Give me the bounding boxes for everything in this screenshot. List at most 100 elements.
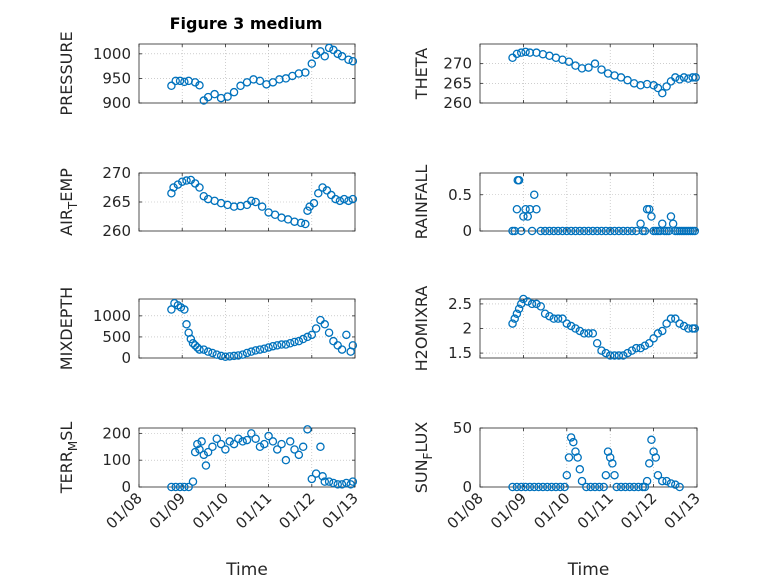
data-point <box>337 480 347 489</box>
data-point <box>320 52 330 61</box>
data-point <box>605 226 615 236</box>
data-point <box>175 76 185 86</box>
data-point <box>566 321 576 331</box>
data-point <box>647 435 656 445</box>
data-point <box>642 476 652 486</box>
y-axis-label-end: EMP <box>57 168 76 202</box>
y-axis-label-subscript: M <box>66 441 80 451</box>
data-point <box>337 52 347 61</box>
y-axis-label-main: RAINFALL <box>412 165 431 240</box>
data-point <box>514 304 524 314</box>
axes-box <box>138 298 356 359</box>
data-point <box>180 305 189 314</box>
data-point <box>290 337 299 347</box>
y-tick-label: 500 <box>102 328 131 346</box>
data-point <box>208 442 217 452</box>
data-point <box>260 439 269 449</box>
data-point <box>188 477 198 486</box>
data-point <box>329 478 338 488</box>
data-point <box>566 226 576 236</box>
data-point <box>344 196 353 206</box>
data-point <box>177 177 187 186</box>
figure-title: Figure 3 medium <box>170 14 323 33</box>
data-point <box>307 474 317 484</box>
data-point <box>335 196 345 206</box>
data-point <box>512 204 522 214</box>
data-point <box>618 226 628 236</box>
data-point <box>562 226 572 236</box>
data-point <box>653 329 663 338</box>
data-point <box>558 314 567 323</box>
data-point <box>540 226 550 236</box>
data-point <box>210 89 219 99</box>
subplot-air_temp: 260 265 270 AIRTEMP <box>57 164 358 240</box>
data-point <box>575 226 585 236</box>
data-point <box>556 482 565 492</box>
data-point <box>294 336 304 346</box>
data-point <box>203 447 213 457</box>
x-axis-label: Time <box>567 560 610 580</box>
data-point <box>234 434 243 443</box>
data-point <box>595 482 604 492</box>
data-point <box>653 470 663 480</box>
data-point <box>301 68 310 77</box>
data-point <box>251 197 260 207</box>
data-point <box>675 75 684 84</box>
data-point <box>564 57 574 66</box>
y-axis-label: H2OMIXRA <box>412 286 431 372</box>
y-tick-label: 1.5 <box>448 344 472 362</box>
data-point <box>575 465 585 474</box>
data-point <box>512 309 522 318</box>
data-point <box>318 472 327 481</box>
data-point <box>281 455 291 465</box>
data-point <box>307 330 317 340</box>
data-point <box>298 334 308 344</box>
data-point <box>540 309 550 318</box>
data-point <box>510 314 519 323</box>
data-point <box>597 226 606 236</box>
data-point <box>690 324 700 333</box>
data-point <box>651 453 661 462</box>
data-point <box>251 434 260 443</box>
data-point <box>322 186 332 195</box>
data-point <box>649 334 658 343</box>
data-point <box>303 332 312 342</box>
y-tick-label: 0 <box>121 349 131 367</box>
data-point <box>307 59 317 68</box>
data-point <box>298 442 308 452</box>
data-point <box>190 447 200 457</box>
data-point <box>623 348 632 358</box>
data-point <box>610 470 619 480</box>
data-point <box>348 341 358 350</box>
data-point <box>272 341 282 350</box>
data-point <box>645 338 654 348</box>
data-point <box>605 351 615 360</box>
data-point <box>623 226 632 236</box>
data-point <box>597 346 606 355</box>
y-axis-label-end: LUX <box>412 422 431 453</box>
data-point <box>527 299 537 309</box>
data-point <box>221 445 230 454</box>
y-axis-label-main: H2OMIXRA <box>412 286 431 372</box>
y-axis-label-main: MIXDEPTH <box>57 287 76 370</box>
data-point <box>285 437 295 446</box>
data-point <box>666 314 676 323</box>
data-point <box>601 470 611 480</box>
data-point <box>521 47 530 57</box>
data-point <box>640 226 650 236</box>
data-point <box>562 470 572 480</box>
data-point <box>662 319 671 328</box>
data-point <box>320 477 330 486</box>
data-point <box>538 482 548 492</box>
data-point <box>691 73 700 82</box>
data-point <box>597 65 606 74</box>
y-tick-label: 1000 <box>93 307 131 325</box>
data-point <box>257 202 267 211</box>
y-axis-label-main: TERR <box>57 451 76 494</box>
data-point <box>255 76 265 86</box>
data-point <box>621 482 630 492</box>
data-point <box>631 226 641 236</box>
data-point <box>294 450 304 460</box>
data-point <box>508 319 517 328</box>
data-point <box>649 81 658 90</box>
